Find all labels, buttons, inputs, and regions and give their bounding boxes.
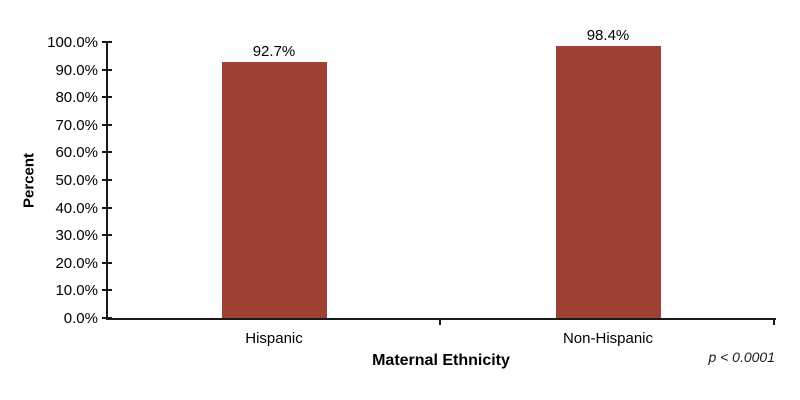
y-tick-mark bbox=[102, 206, 112, 209]
y-tick-mark bbox=[102, 96, 112, 99]
p-value-annotation: p < 0.0001 bbox=[708, 349, 775, 365]
y-tick-label: 100.0% bbox=[47, 34, 98, 51]
x-tick-mark bbox=[773, 320, 775, 325]
y-tick-mark bbox=[102, 68, 112, 71]
y-tick-label: 60.0% bbox=[55, 144, 98, 162]
y-tick-mark bbox=[102, 41, 112, 43]
y-tick-label: 50.0% bbox=[55, 172, 98, 189]
y-tick-label: 10.0% bbox=[55, 282, 98, 300]
y-tick-mark bbox=[102, 317, 112, 319]
y-tick-label: 80.0% bbox=[55, 89, 98, 107]
bar-non-hispanic bbox=[555, 46, 661, 318]
x-axis-line bbox=[106, 318, 776, 320]
y-tick-mark bbox=[102, 151, 112, 154]
bar-hispanic bbox=[221, 62, 327, 318]
y-tick-label: 70.0% bbox=[55, 116, 98, 134]
y-tick-mark bbox=[102, 289, 112, 292]
y-tick-label: 30.0% bbox=[55, 227, 98, 245]
bar-value-label: 98.4% bbox=[586, 27, 630, 45]
x-tick-mark bbox=[439, 320, 441, 325]
y-tick-mark bbox=[102, 261, 112, 264]
y-tick-label: 40.0% bbox=[55, 199, 98, 217]
y-tick-mark bbox=[102, 179, 112, 181]
bar-value-label: 92.7% bbox=[252, 43, 296, 61]
y-tick-mark bbox=[102, 123, 112, 126]
y-tick-label: 90.0% bbox=[55, 61, 98, 79]
y-tick-label: 20.0% bbox=[55, 254, 98, 272]
x-axis-title: Maternal Ethnicity bbox=[372, 352, 510, 369]
y-tick-mark bbox=[102, 234, 112, 237]
x-category-label: Hispanic bbox=[245, 330, 303, 347]
y-tick-label: 0.0% bbox=[63, 310, 98, 327]
x-category-label: Non-Hispanic bbox=[562, 330, 654, 347]
